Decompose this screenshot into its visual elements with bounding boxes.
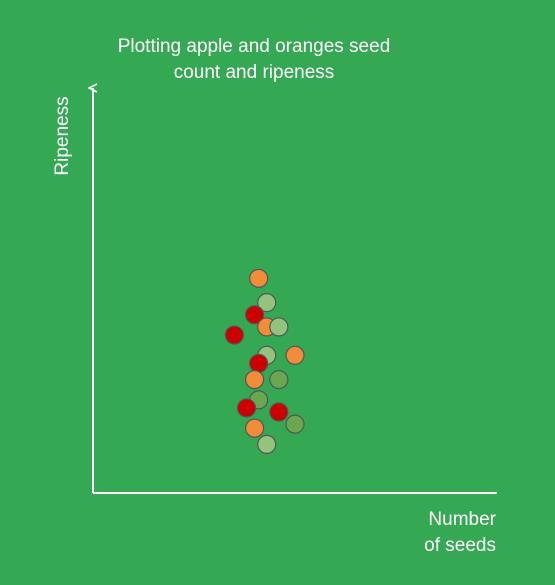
data-point-1 <box>249 268 269 288</box>
chart-title-line-1: Plotting apple and oranges seed <box>117 36 391 57</box>
chart-title-line-2: count and ripeness <box>173 62 335 83</box>
x-axis-label: Number of seeds <box>400 507 496 559</box>
data-point-17 <box>257 434 277 454</box>
x-axis-label-line-2: of seeds <box>424 535 496 556</box>
data-points <box>224 268 305 454</box>
data-point-15 <box>245 418 265 438</box>
y-axis-label: Ripeness <box>52 96 73 176</box>
data-point-8 <box>285 345 305 365</box>
data-point-10 <box>245 370 265 390</box>
data-point-14 <box>269 402 289 422</box>
data-point-13 <box>236 398 257 418</box>
data-point-9 <box>249 353 269 373</box>
chart-title: Plotting apple and oranges seed count an… <box>104 34 404 86</box>
data-point-6 <box>224 325 244 345</box>
data-point-3 <box>245 305 265 325</box>
data-point-5 <box>269 317 289 337</box>
data-point-16 <box>285 414 305 434</box>
data-point-11 <box>269 370 289 390</box>
x-axis-label-line-1: Number <box>428 509 496 530</box>
data-point-2 <box>257 293 277 313</box>
